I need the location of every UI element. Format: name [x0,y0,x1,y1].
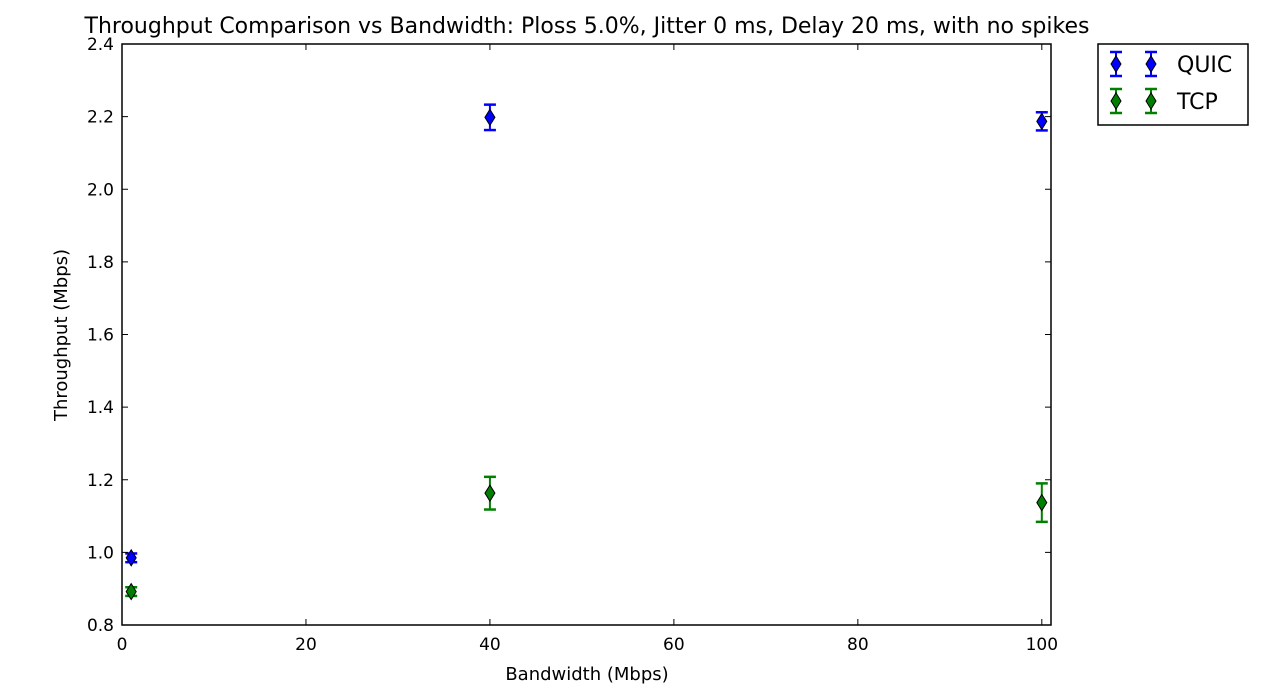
x-tick-label: 60 [663,635,685,655]
axis-ticks: 0 20 40 60 80 100 0.8 1.0 1.2 1.4 1.6 1.8 2.0 2.2 2.4 [87,35,1058,655]
tcp-point [483,475,496,511]
legend-quic-marker [1110,55,1122,73]
tcp-marker [125,582,137,601]
legend: QUIC TCP [1097,43,1249,126]
x-tick-label: 80 [847,635,869,655]
y-tick-label: 1.2 [87,471,114,491]
tcp-marker [484,484,496,503]
legend-frame [1097,43,1249,126]
legend-label-tcp: TCP [1176,90,1218,115]
x-tick-label: 100 [1026,635,1058,655]
data-marks [125,103,1048,601]
y-tick-label: 1.8 [87,253,114,273]
quic-marker [125,548,137,567]
tcp-marker [1036,493,1048,512]
quic-point [1035,111,1048,132]
x-tick-label: 40 [479,635,501,655]
y-tick-label: 1.0 [87,543,114,563]
legend-label-quic: QUIC [1177,53,1232,78]
y-tick-label: 2.4 [87,35,114,55]
x-axis-label: Bandwidth (Mbps) [505,664,668,685]
legend-entry-tcp: TCP [1110,87,1218,115]
y-tick-label: 0.8 [87,616,114,636]
quic-marker [1036,112,1048,131]
y-tick-label: 1.4 [87,398,114,418]
plot-area-frame [121,43,1052,626]
y-tick-label: 2.0 [87,180,114,200]
chart-title: Throughput Comparison vs Bandwidth: Plos… [84,14,1090,39]
x-tick-label: 20 [295,635,317,655]
legend-tcp-marker [1145,92,1157,110]
legend-quic-marker [1145,55,1157,73]
tcp-point [125,582,138,601]
tcp-point [1035,482,1048,524]
x-tick-label: 0 [117,635,128,655]
y-tick-label: 2.2 [87,108,114,128]
y-tick-label: 1.6 [87,326,114,346]
quic-marker [484,108,496,127]
legend-tcp-marker [1110,92,1122,110]
legend-entry-quic: QUIC [1110,50,1232,78]
quic-point [125,548,138,567]
quic-point [483,103,496,132]
y-axis-label: Throughput (Mbps) [51,249,72,422]
